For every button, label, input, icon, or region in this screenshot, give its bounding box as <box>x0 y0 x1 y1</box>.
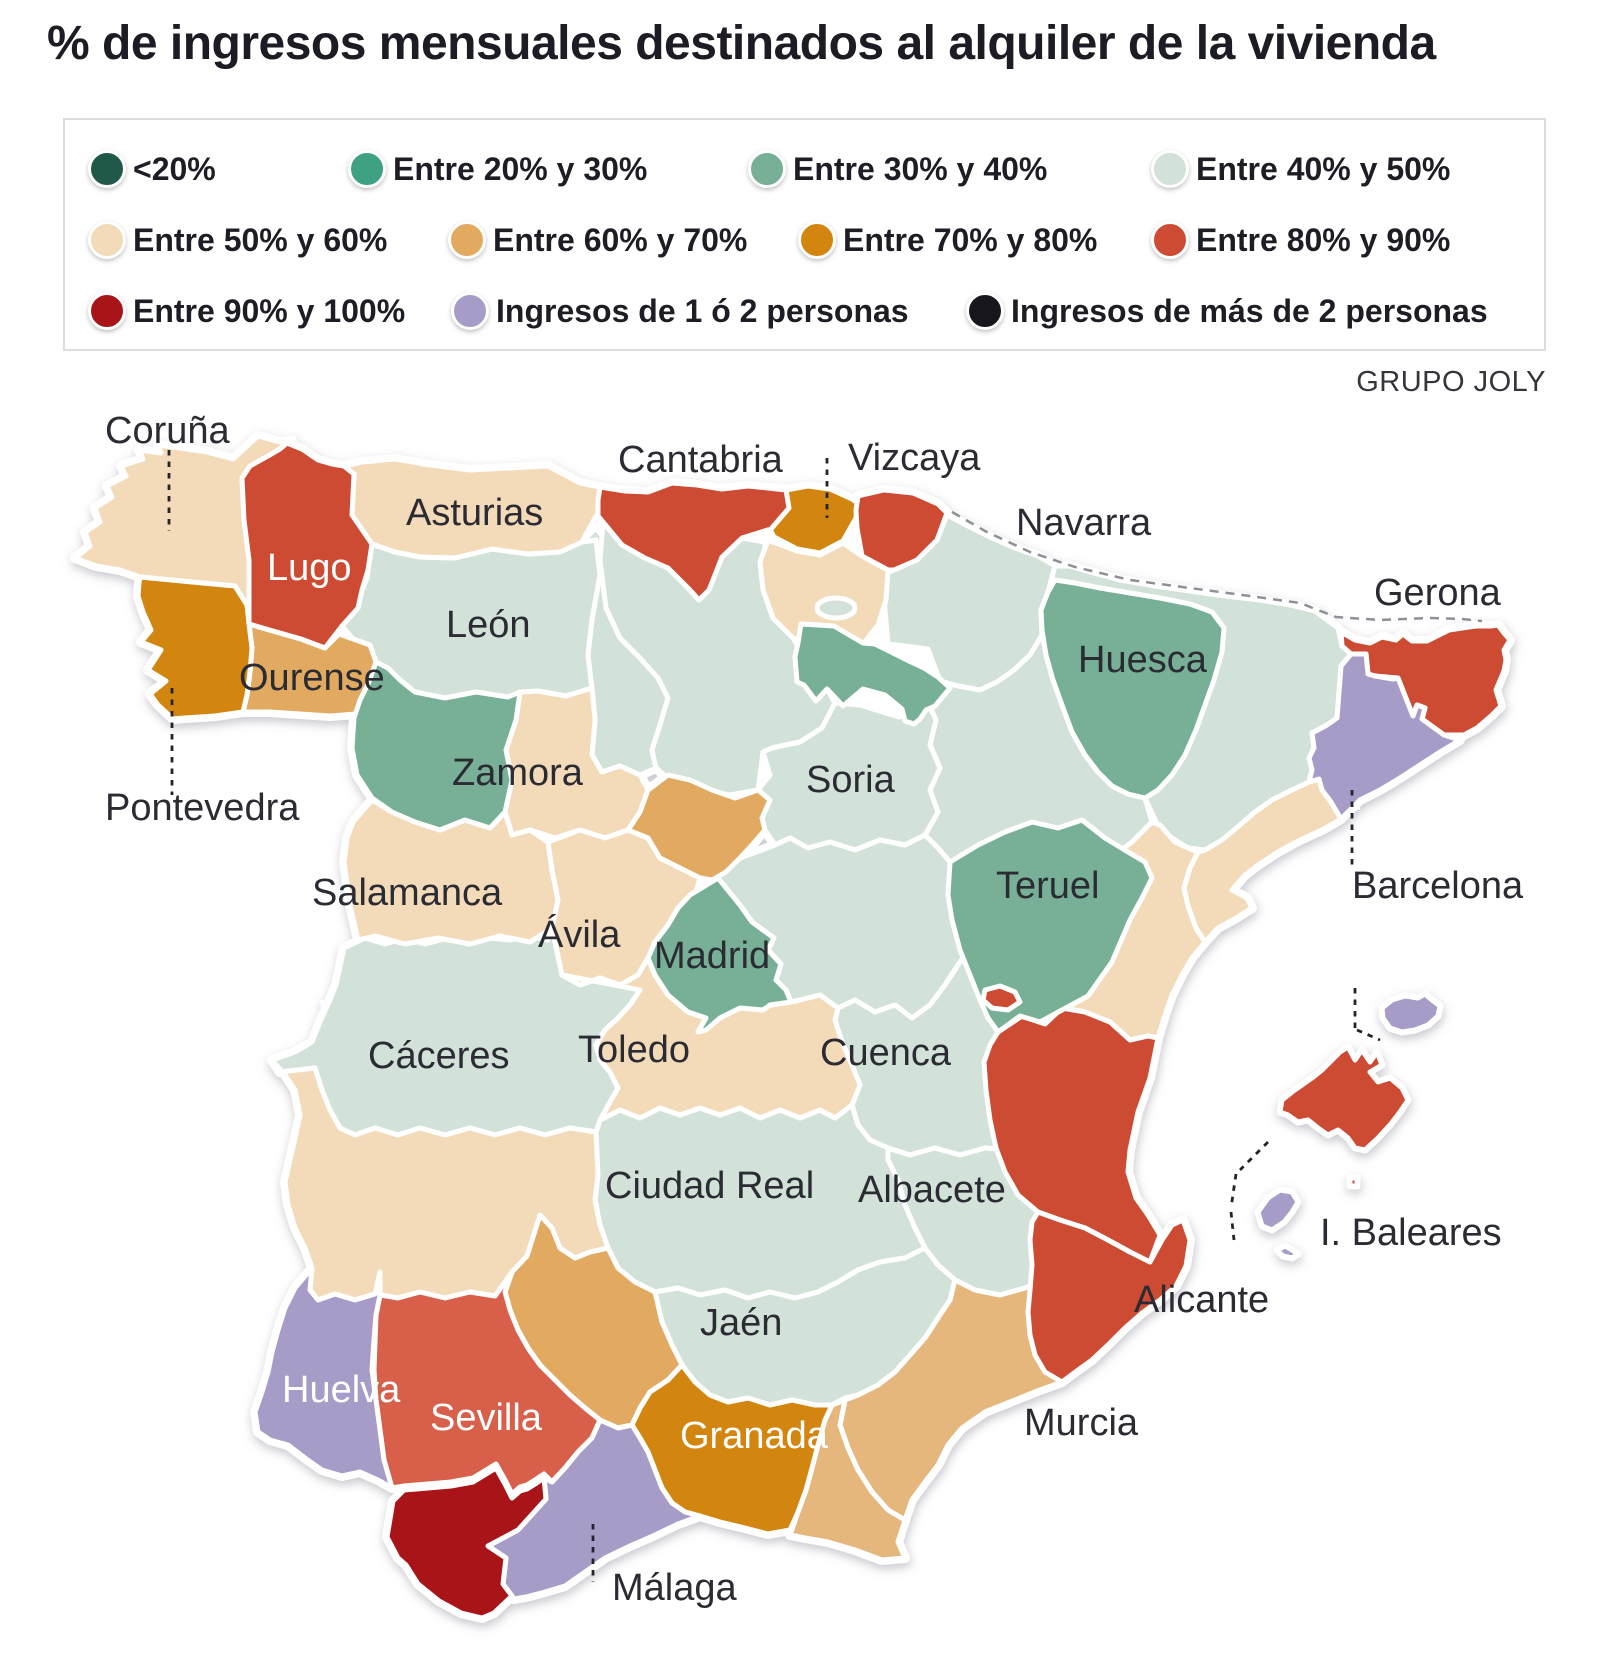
svg-text:León: León <box>446 604 531 646</box>
svg-text:Sevilla: Sevilla <box>430 1397 543 1439</box>
svg-text:Salamanca: Salamanca <box>312 872 503 914</box>
svg-text:Ciudad Real: Ciudad Real <box>605 1165 814 1207</box>
svg-text:Huelva: Huelva <box>282 1369 401 1411</box>
svg-text:I. Baleares: I. Baleares <box>1320 1212 1502 1254</box>
svg-text:Madrid: Madrid <box>654 935 770 977</box>
svg-text:Toledo: Toledo <box>578 1029 690 1071</box>
svg-text:Albacete: Albacete <box>858 1169 1006 1211</box>
svg-text:Zamora: Zamora <box>452 752 584 794</box>
svg-text:Cáceres: Cáceres <box>368 1035 510 1077</box>
svg-text:Granada: Granada <box>680 1415 829 1457</box>
svg-text:Vizcaya: Vizcaya <box>848 437 981 479</box>
svg-text:Navarra: Navarra <box>1016 502 1152 544</box>
svg-text:Alicante: Alicante <box>1134 1279 1269 1321</box>
svg-text:Lugo: Lugo <box>267 547 352 589</box>
svg-text:Barcelona: Barcelona <box>1352 865 1524 907</box>
svg-text:Gerona: Gerona <box>1374 572 1502 614</box>
svg-text:Huesca: Huesca <box>1078 639 1208 681</box>
svg-text:Cantabria: Cantabria <box>618 439 784 481</box>
svg-text:Murcia: Murcia <box>1024 1402 1139 1444</box>
svg-text:Cuenca: Cuenca <box>820 1032 952 1074</box>
svg-text:Jaén: Jaén <box>700 1302 782 1344</box>
svg-text:Pontevedra: Pontevedra <box>105 787 300 829</box>
svg-text:Málaga: Málaga <box>612 1567 737 1609</box>
svg-text:Teruel: Teruel <box>996 865 1100 907</box>
svg-text:Asturias: Asturias <box>406 492 543 534</box>
svg-text:Soria: Soria <box>806 759 896 801</box>
svg-text:Ávila: Ávila <box>538 913 621 956</box>
svg-text:Coruña: Coruña <box>105 410 230 452</box>
svg-text:Ourense: Ourense <box>239 657 385 699</box>
